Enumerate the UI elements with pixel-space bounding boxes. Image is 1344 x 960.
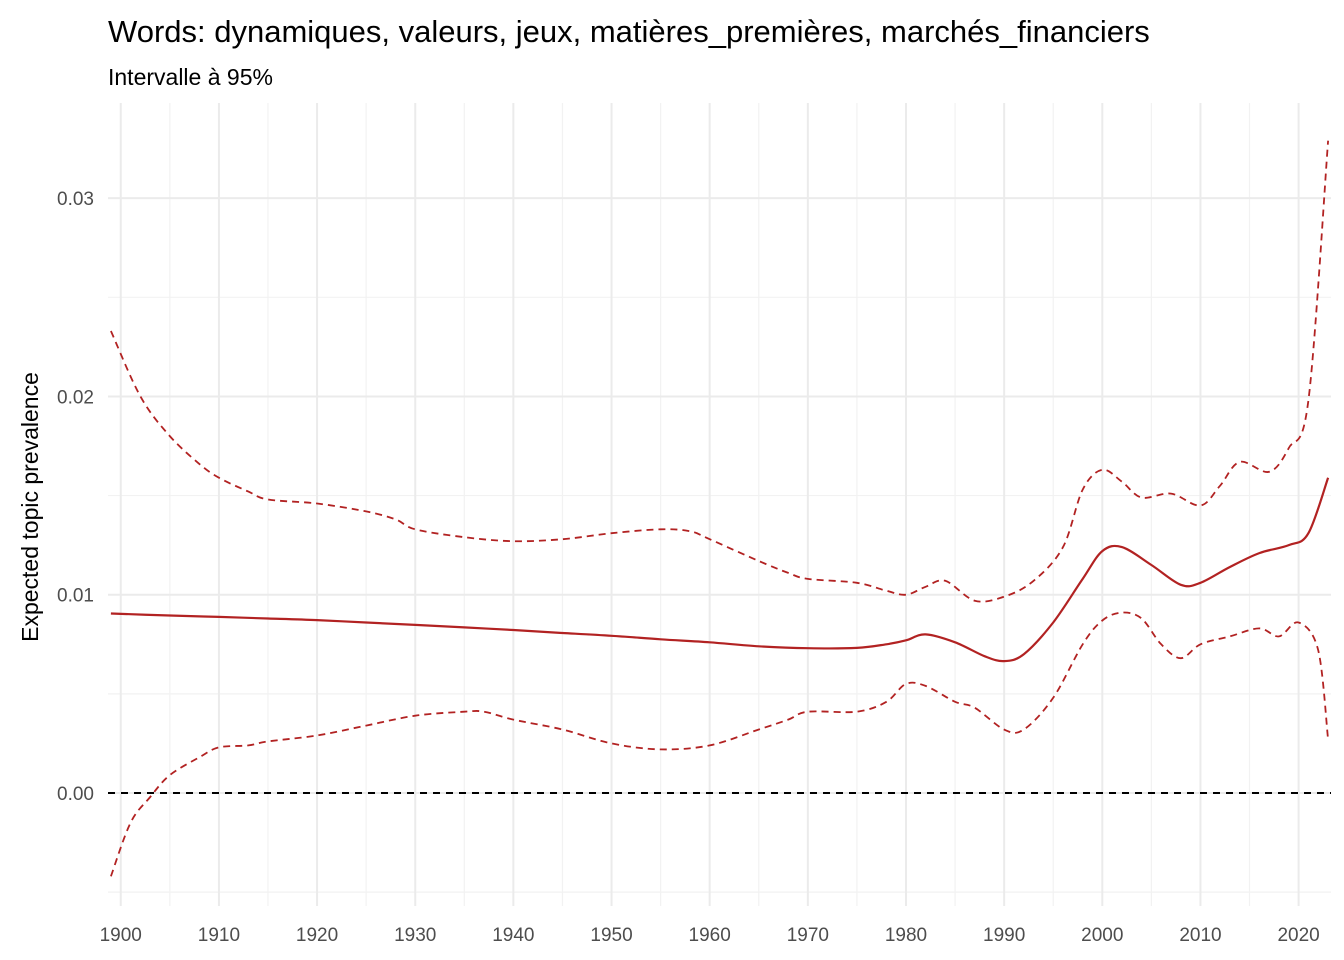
y-tick-label: 0.02 xyxy=(57,387,94,408)
x-axis-ticks: 1900 1910 1920 1930 1940 1950 1960 1970 1980 1990… xyxy=(100,925,1320,946)
chart-subtitle: Intervalle à 95% xyxy=(108,64,273,90)
x-tick-label: 1930 xyxy=(394,925,436,946)
series-line-upper-95- xyxy=(110,140,1329,603)
series-line-lower-95- xyxy=(110,611,1329,877)
y-axis-ticks: 0.00 0.01 0.02 0.03 xyxy=(57,189,94,805)
x-tick-label: 2000 xyxy=(1081,925,1123,946)
y-tick-label: 0.01 xyxy=(57,586,94,607)
y-axis-label: Expected topic prevalence xyxy=(17,372,43,642)
y-tick-label: 0.00 xyxy=(57,784,94,805)
x-tick-label: 1990 xyxy=(983,925,1025,946)
x-tick-label: 1920 xyxy=(296,925,338,946)
x-tick-label: 1960 xyxy=(689,925,731,946)
grid xyxy=(108,103,1331,906)
x-tick-label: 1910 xyxy=(198,925,240,946)
x-tick-label: 1970 xyxy=(787,925,829,946)
x-tick-label: 1950 xyxy=(590,925,632,946)
y-tick-label: 0.03 xyxy=(57,189,94,210)
series-layer xyxy=(110,140,1330,877)
x-tick-label: 1940 xyxy=(492,925,534,946)
x-tick-label: 1900 xyxy=(100,925,142,946)
x-tick-label: 2020 xyxy=(1277,925,1319,946)
chart-title: Words: dynamiques, valeurs, jeux, matièr… xyxy=(108,14,1150,49)
x-tick-label: 1980 xyxy=(885,925,927,946)
x-tick-label: 2010 xyxy=(1179,925,1221,946)
series-line-estimate xyxy=(110,477,1330,663)
